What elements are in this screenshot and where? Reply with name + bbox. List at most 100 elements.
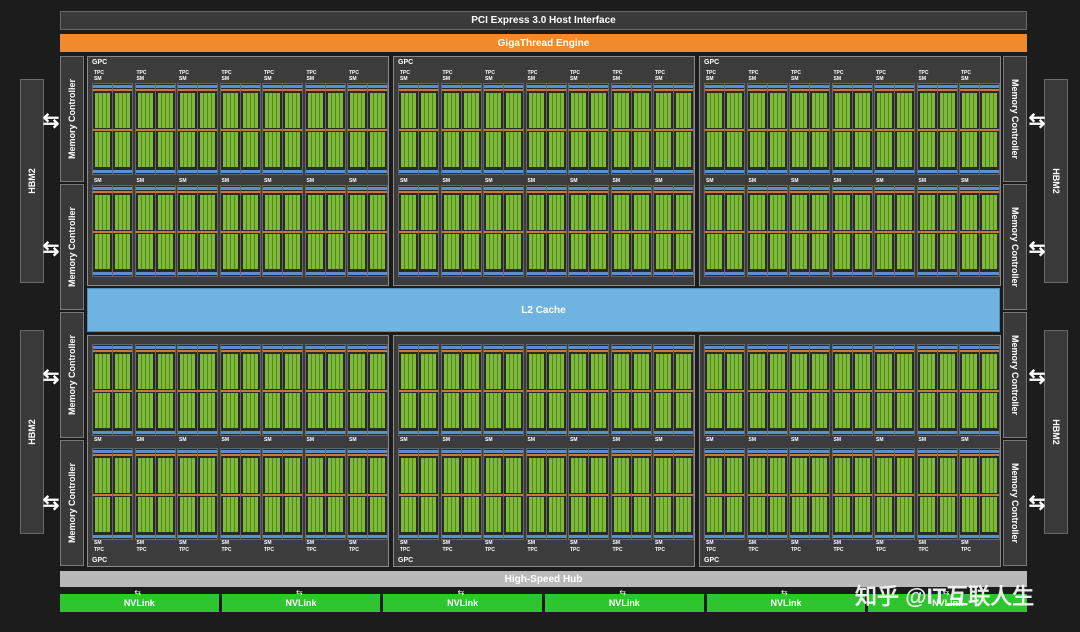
sm-stripe [178,454,197,456]
cuda-core-array [548,458,564,493]
bidirectional-arrow-icon: ⇆ [1028,492,1046,514]
sm-stripe [348,85,367,88]
sm-unit [568,448,589,540]
sm-stripe [220,350,240,352]
sm-stripe [461,535,481,538]
sm-stripe [790,85,809,88]
sm-unit [324,185,346,277]
sm-stripe [368,191,387,193]
cuda-core-array [95,458,110,493]
sm-stripe [705,454,724,456]
sm-stripe [852,494,872,496]
cuda-core-array [982,234,997,269]
sm-stripe [810,191,829,193]
sm-stripe [546,390,566,392]
sm-stripe [368,129,387,131]
sm-stripe [832,350,852,352]
sm-stripe [832,129,852,131]
sm-stripe [980,187,999,190]
cuda-core-array [463,497,479,532]
cuda-core-array [307,93,323,128]
sm-stripe [832,535,852,538]
sm-unit [134,448,156,540]
sm-stripe [569,272,588,275]
sm-stripe [705,272,724,275]
cuda-core-array [350,458,365,493]
sm-unit [154,185,176,277]
sm-unit [92,344,113,436]
gpc-label: GPC [704,59,720,66]
sm-unit [851,344,873,436]
cuda-core-array [613,93,629,128]
sm-stripe [654,350,673,352]
sm-stripe [178,431,197,434]
cuda-core-array [962,497,977,532]
sm-label: SM [655,437,663,443]
cuda-core-array [656,458,671,493]
cuda-core-array [95,93,110,128]
sm-stripe [220,85,240,88]
sm-stripe [705,89,724,91]
sm-stripe [790,170,809,173]
cuda-core-array [285,132,300,167]
cuda-core-array [571,132,586,167]
sm-stripe [937,454,957,456]
sm-stripe [810,390,829,392]
sm-stripe [198,187,217,190]
sm-label: SM [876,76,884,82]
tpc-label: TPC [918,547,929,553]
sm-stripe [725,346,744,349]
sm-stripe [611,191,631,193]
cuda-core-array [676,458,691,493]
cuda-core-array [443,234,459,269]
sm-stripe [419,390,438,392]
tpc-label: TPC [221,70,232,76]
sm-stripe [674,535,693,538]
sm-stripe [461,450,481,453]
cuda-core-array [180,132,195,167]
sm-stripe [674,454,693,456]
sm-stripe [832,450,852,453]
cuda-core-array [571,93,586,128]
sm-unit [959,83,980,175]
cuda-core-array [676,93,691,128]
cuda-core-array [486,393,501,428]
cuda-core-array [463,393,479,428]
sm-label: SM [442,540,451,546]
sm-stripe [283,390,302,392]
sm-stripe [155,431,175,434]
sm-stripe [368,170,387,173]
sm-stripe [484,85,503,88]
cuda-core-array [486,458,501,493]
sm-label: SM [306,540,315,546]
sm-stripe [419,450,438,453]
sm-stripe [674,350,693,352]
sm-unit [503,185,524,277]
sm-stripe [368,89,387,91]
sm-stripe [263,431,282,434]
sm-stripe [399,346,418,349]
cuda-core-array [749,393,765,428]
sm-stripe [113,535,132,538]
sm-stripe [917,231,937,233]
cuda-core-array [982,195,997,230]
sm-stripe [725,535,744,538]
cuda-core-array [633,195,649,230]
cuda-core-array [486,195,501,230]
sm-unit [610,344,632,436]
sm-stripe [852,170,872,173]
sm-stripe [631,187,651,190]
cuda-core-array [812,132,827,167]
sm-stripe [504,494,523,496]
sm-stripe [348,272,367,275]
sm-stripe [705,85,724,88]
cuda-core-array [727,132,742,167]
sm-unit [630,448,652,540]
cuda-core-array [727,497,742,532]
sm-label: SM [570,178,578,184]
sm-stripe [960,494,979,496]
sm-unit [724,185,745,277]
sm-stripe [441,431,461,434]
sm-stripe [654,89,673,91]
sm-stripe [461,187,481,190]
